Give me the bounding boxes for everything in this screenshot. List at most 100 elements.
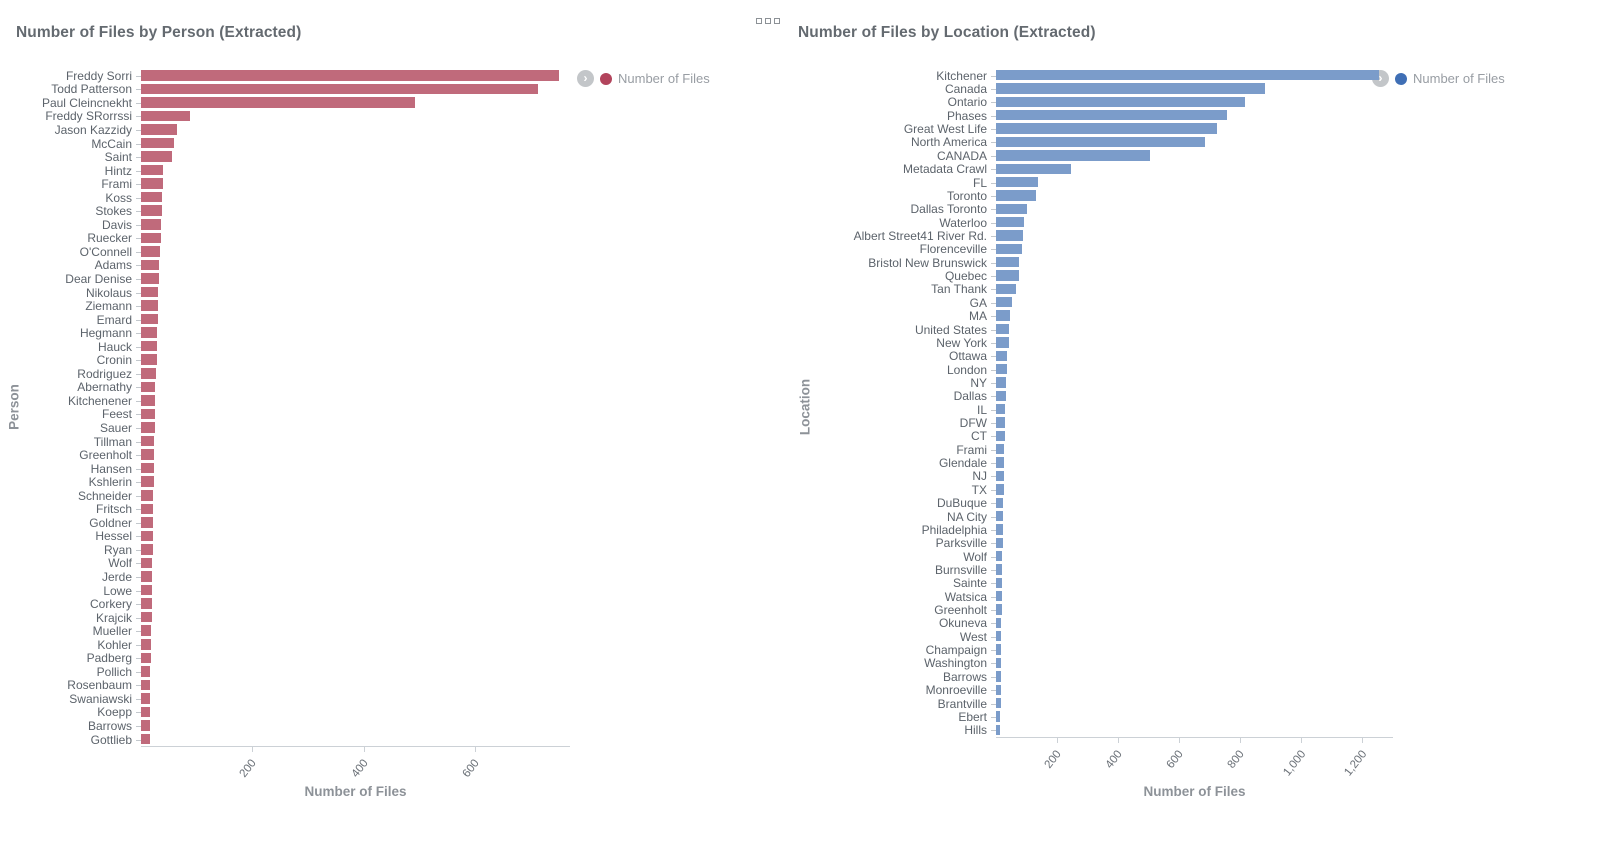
bar[interactable]	[996, 457, 1005, 468]
bar[interactable]	[141, 137, 175, 149]
bar[interactable]	[141, 381, 156, 393]
bar[interactable]	[141, 97, 416, 108]
bar[interactable]	[141, 110, 191, 122]
bar[interactable]	[141, 666, 151, 677]
bar[interactable]	[996, 377, 1007, 388]
bar[interactable]	[996, 577, 1003, 589]
bar[interactable]	[996, 591, 1002, 602]
bar[interactable]	[996, 163, 1071, 174]
bar[interactable]	[141, 449, 155, 460]
bar[interactable]	[996, 176, 1038, 188]
bar[interactable]	[141, 733, 150, 745]
bar[interactable]	[141, 273, 159, 284]
bar[interactable]	[996, 190, 1037, 201]
bar[interactable]	[996, 537, 1003, 548]
bar[interactable]	[141, 368, 157, 379]
bar[interactable]	[141, 557, 153, 569]
bar[interactable]	[141, 395, 156, 406]
bar[interactable]	[141, 178, 163, 189]
bar[interactable]	[141, 151, 172, 162]
bar[interactable]	[996, 550, 1003, 562]
bar[interactable]	[141, 652, 152, 664]
bar[interactable]	[996, 150, 1151, 161]
bar[interactable]	[996, 243, 1022, 255]
bar[interactable]	[141, 625, 152, 636]
bar[interactable]	[141, 286, 159, 298]
bar[interactable]	[996, 123, 1218, 134]
bar[interactable]	[996, 604, 1002, 615]
bar[interactable]	[141, 246, 160, 257]
bar[interactable]	[141, 693, 151, 704]
bar[interactable]	[141, 70, 559, 81]
bar[interactable]	[996, 390, 1006, 401]
bar[interactable]	[141, 327, 158, 338]
bar[interactable]	[996, 203, 1027, 214]
bar[interactable]	[141, 422, 155, 433]
bar[interactable]	[141, 232, 161, 244]
legend-expand-button[interactable]: ›	[577, 70, 594, 87]
bar[interactable]	[996, 497, 1004, 508]
bar[interactable]	[141, 191, 163, 203]
bar[interactable]	[141, 462, 154, 474]
bar[interactable]	[141, 517, 153, 528]
bar[interactable]	[141, 205, 162, 217]
bar[interactable]	[141, 408, 155, 420]
bar[interactable]	[141, 584, 152, 596]
bar[interactable]	[996, 564, 1003, 575]
bar[interactable]	[996, 510, 1004, 522]
bar[interactable]	[141, 706, 150, 718]
bar[interactable]	[996, 524, 1004, 535]
bar[interactable]	[996, 417, 1006, 428]
bar[interactable]	[141, 259, 160, 271]
bar[interactable]	[141, 571, 153, 582]
bar[interactable]	[996, 444, 1005, 455]
bar[interactable]	[141, 720, 150, 731]
bar[interactable]	[996, 136, 1206, 148]
bar[interactable]	[996, 657, 1002, 669]
bar[interactable]	[141, 219, 162, 230]
bar[interactable]	[141, 435, 155, 447]
bar[interactable]	[996, 110, 1227, 121]
bar[interactable]	[996, 323, 1010, 335]
bar[interactable]	[996, 70, 1380, 81]
bar[interactable]	[996, 350, 1008, 361]
bar[interactable]	[996, 697, 1001, 709]
bar[interactable]	[141, 530, 153, 542]
bar[interactable]	[996, 484, 1004, 495]
bar[interactable]	[141, 611, 152, 623]
bar[interactable]	[141, 313, 158, 325]
bar[interactable]	[996, 310, 1011, 321]
bar[interactable]	[141, 340, 157, 352]
bar[interactable]	[141, 598, 152, 609]
bar[interactable]	[141, 164, 164, 176]
bar[interactable]	[996, 297, 1013, 308]
bar[interactable]	[996, 337, 1009, 348]
bar[interactable]	[996, 644, 1002, 655]
bar[interactable]	[996, 283, 1017, 295]
bar[interactable]	[141, 544, 153, 555]
bar[interactable]	[996, 631, 1002, 642]
bar[interactable]	[996, 96, 1245, 108]
bar[interactable]	[996, 711, 1001, 722]
bar[interactable]	[996, 671, 1001, 682]
bar[interactable]	[996, 257, 1019, 268]
bar[interactable]	[141, 300, 159, 311]
bar[interactable]	[141, 83, 538, 95]
bar[interactable]	[996, 430, 1005, 442]
visual-drag-handle-icon[interactable]	[756, 18, 780, 24]
bar[interactable]	[996, 216, 1025, 228]
bar[interactable]	[996, 270, 1019, 281]
bar[interactable]	[996, 83, 1265, 94]
bar[interactable]	[141, 503, 154, 515]
bar[interactable]	[996, 724, 1000, 735]
bar[interactable]	[996, 363, 1007, 375]
bar[interactable]	[996, 403, 1006, 415]
bar[interactable]	[141, 124, 178, 135]
bar[interactable]	[141, 679, 151, 691]
bar[interactable]	[996, 470, 1004, 482]
bar[interactable]	[141, 638, 152, 650]
bar[interactable]	[141, 489, 154, 501]
bar[interactable]	[141, 354, 157, 366]
bar[interactable]	[141, 476, 154, 487]
bar[interactable]	[996, 684, 1001, 695]
